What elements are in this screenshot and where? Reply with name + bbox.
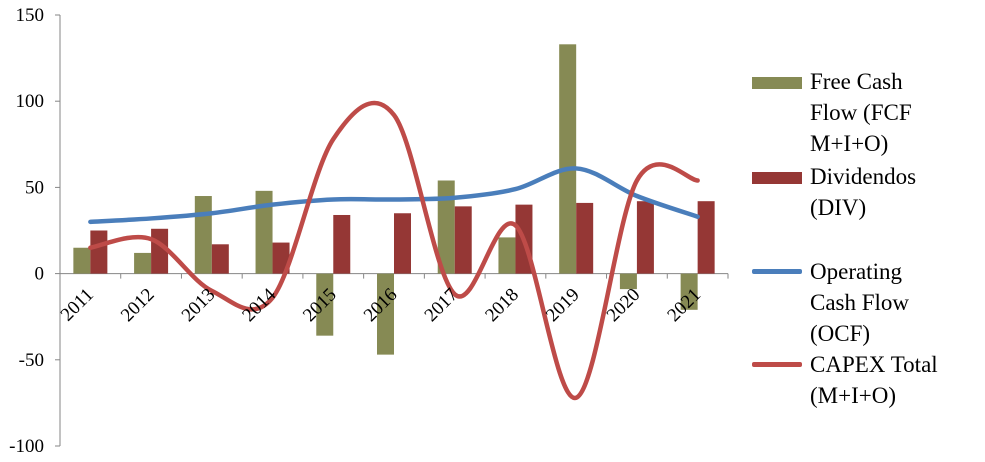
bar-fcf <box>680 273 698 310</box>
axes <box>55 14 729 447</box>
legend-label-div-1: Dividendos <box>810 164 917 189</box>
bar-div <box>394 213 411 274</box>
x-tick-label: 2018 <box>481 284 523 326</box>
bar-div <box>636 201 654 274</box>
y-tick-label: -50 <box>19 350 44 371</box>
legend-label-capex-2: (M+I+O) <box>810 383 896 408</box>
y-tick-labels: -100 -50 0 50 100 150 <box>9 5 44 457</box>
bar-fcf <box>73 247 91 274</box>
legend-label-div-2: (DIV) <box>810 195 867 220</box>
bar-div <box>333 214 351 274</box>
x-tick-label: 2016 <box>360 284 402 326</box>
legend-swatch-div <box>752 172 802 184</box>
legend-label-fcf-3: M+I+O) <box>810 131 889 156</box>
legend-swatch-capex <box>752 362 802 367</box>
x-tick-label: 2021 <box>663 284 705 326</box>
legend-swatch-ocf <box>752 269 802 274</box>
bar-div <box>272 242 290 274</box>
legend-label-fcf-1: Free Cash <box>810 69 903 94</box>
line-capex <box>88 100 700 400</box>
bar-fcf <box>559 44 577 274</box>
legend-item-ocf: Operating Cash Flow (OCF) <box>752 256 982 349</box>
bar-fcf <box>377 273 394 355</box>
line-ocf <box>88 166 700 225</box>
x-tick-label: 2011 <box>57 284 98 325</box>
y-tick-label: 100 <box>16 91 45 112</box>
legend-label-ocf-2: Cash Flow <box>810 290 910 315</box>
bar-fcf <box>316 273 334 336</box>
x-tick-label: 2019 <box>542 284 584 326</box>
y-tick-label: 150 <box>16 5 45 26</box>
x-tick-label: 2014 <box>238 284 280 326</box>
legend: Free Cash Flow (FCF M+I+O) Dividendos (D… <box>752 66 982 411</box>
x-tick-label: 2017 <box>421 284 463 326</box>
legend-label-capex-1: CAPEX Total <box>810 352 938 377</box>
bar-div <box>697 201 715 274</box>
x-tick-label: 2012 <box>117 284 159 326</box>
bar-fcf <box>194 196 212 274</box>
bars <box>73 44 715 355</box>
y-tick-label: -100 <box>9 436 44 457</box>
legend-label-ocf-1: Operating <box>810 259 902 284</box>
legend-swatch-fcf <box>752 77 802 89</box>
legend-item-div: Dividendos (DIV) <box>752 161 982 223</box>
legend-label-fcf-2: Flow (FCF <box>810 100 912 125</box>
bar-fcf <box>498 237 516 274</box>
bar-div <box>90 230 108 274</box>
legend-label-ocf-3: (OCF) <box>810 321 871 346</box>
lines <box>88 100 700 400</box>
bar-fcf <box>619 273 637 290</box>
bar-fcf <box>437 180 455 274</box>
legend-item-fcf: Free Cash Flow (FCF M+I+O) <box>752 66 982 159</box>
y-tick-label: 50 <box>25 177 44 198</box>
y-tick-label: 0 <box>35 264 45 285</box>
bar-fcf <box>255 190 273 274</box>
bar-div <box>454 206 472 274</box>
bar-div <box>211 244 229 274</box>
legend-item-capex: CAPEX Total (M+I+O) <box>752 349 982 411</box>
bar-div <box>576 202 594 274</box>
bar-fcf <box>134 252 152 274</box>
x-tick-label: 2015 <box>299 284 341 326</box>
